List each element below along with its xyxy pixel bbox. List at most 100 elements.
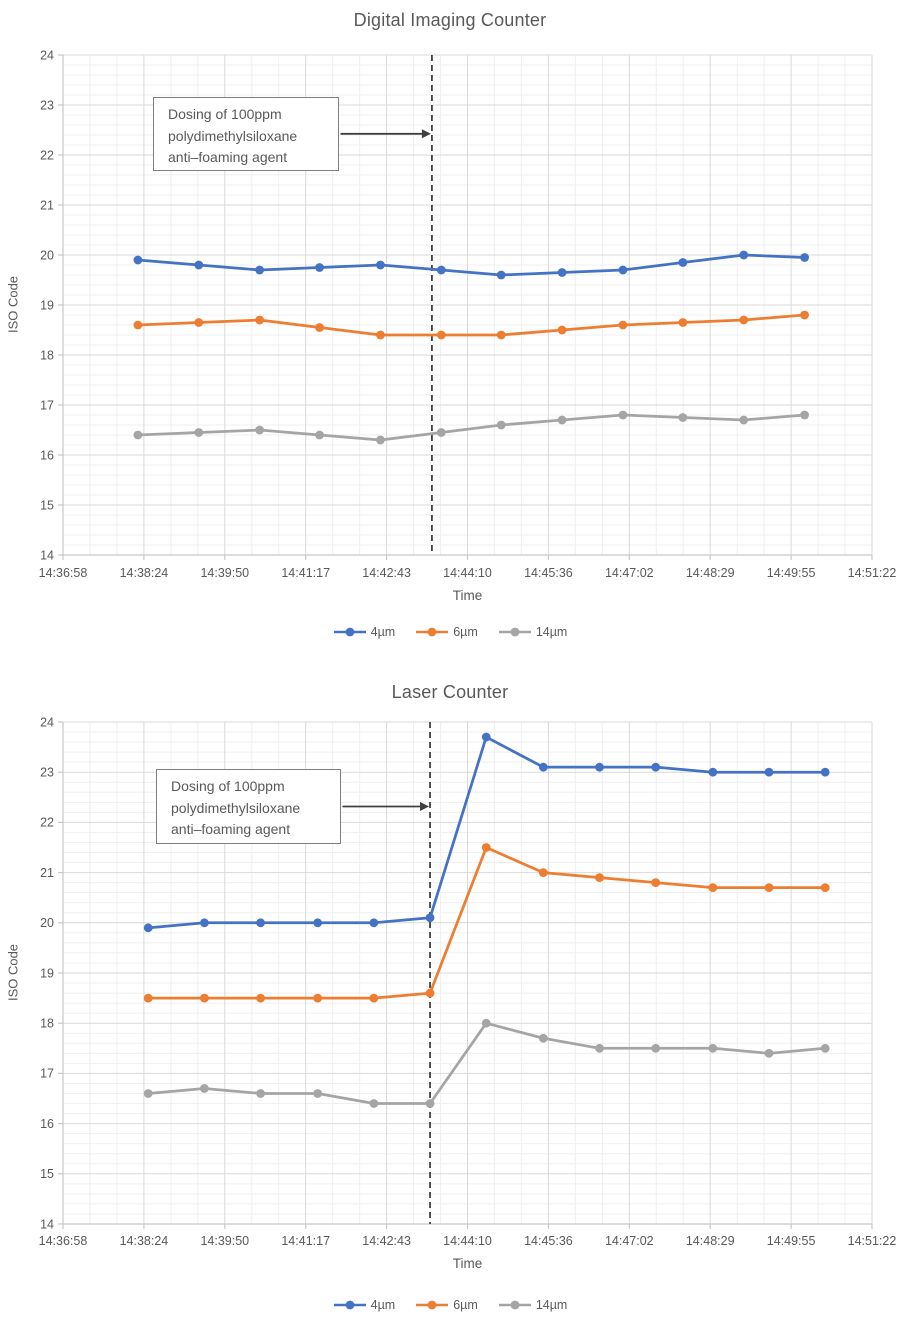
series-6um-marker [315, 323, 324, 332]
legend-item-6um: 6µm [415, 1298, 478, 1312]
series-6um-marker [800, 310, 809, 320]
legend-marker-6um-icon [416, 627, 449, 637]
series-14um [143, 1018, 830, 1108]
series-14um-marker [800, 410, 809, 420]
series-6um-marker [376, 330, 385, 340]
annotation-line: anti–foaming agent [171, 821, 291, 837]
series-14um-marker [820, 1043, 830, 1053]
legend-label: 6µm [453, 1298, 478, 1312]
legend-item-14um: 14µm [498, 1298, 568, 1312]
x-tick-label: 14:38:24 [120, 1234, 169, 1248]
y-tick-label: 17 [40, 398, 54, 412]
series-6um-marker [678, 318, 688, 327]
legend-label: 4µm [370, 1298, 396, 1312]
series-6um-marker [764, 883, 774, 893]
series-14um-marker [255, 425, 265, 435]
annotation-arrow [342, 802, 430, 811]
series-14um-marker [557, 415, 567, 425]
series-6um-marker [496, 330, 506, 340]
series-6um-marker [595, 873, 604, 883]
series-14um-marker [369, 1099, 379, 1108]
series-4um-marker [820, 767, 830, 777]
y-tick-label: 24 [40, 48, 54, 62]
x-tick-label: 14:41:17 [281, 1234, 330, 1248]
annotation-line: Dosing of 100ppm [171, 778, 285, 794]
series-14um-marker [133, 430, 143, 440]
x-tick-label: 14:47:02 [605, 566, 654, 580]
y-tick-label: 19 [40, 966, 54, 980]
y-tick-label: 20 [40, 916, 54, 930]
y-tick-label: 16 [40, 448, 54, 462]
x-tick-label: 14:42:43 [362, 1234, 411, 1248]
series-14um-marker [764, 1048, 774, 1058]
y-tick-label: 23 [40, 766, 54, 780]
series-6um-marker [618, 320, 628, 330]
series-4um-marker [678, 258, 688, 267]
x-tick-label: 14:36:58 [39, 566, 88, 580]
series-4um-marker [557, 268, 567, 277]
series-4um-marker [618, 265, 628, 275]
series-6um-marker [425, 988, 435, 998]
series-14um-marker [199, 1084, 209, 1093]
series-4um [143, 732, 830, 933]
series-14um-marker [618, 410, 628, 420]
series-14um-marker [708, 1043, 718, 1053]
series-14um-marker [651, 1043, 661, 1053]
series-4um-marker [133, 255, 143, 265]
x-tick-label: 14:39:50 [200, 1234, 249, 1248]
x-tick-label: 14:38:24 [120, 566, 169, 580]
series-4um-marker [256, 918, 265, 928]
series-6um-marker [557, 325, 567, 335]
series-4um-marker [313, 918, 323, 928]
x-tick-label: 14:44:10 [443, 566, 492, 580]
series-4um-marker [255, 265, 265, 275]
tick-labels: 14 15 16 17 18 19 20 21 22 23 24 14:36:58 14:38:24 14… [39, 48, 897, 580]
legend-item-4um: 4µm [333, 625, 395, 639]
x-tick-label: 14:51:22 [848, 1234, 897, 1248]
legend: 4µm 6µm 14µm [0, 1298, 900, 1312]
x-tick-label: 14:41:17 [281, 566, 330, 580]
x-tick-label: 14:48:29 [686, 1234, 735, 1248]
x-axis-title: Time [452, 1256, 483, 1271]
y-tick-label: 21 [40, 866, 54, 880]
y-tick-label: 16 [40, 1117, 54, 1131]
series-14um-marker [496, 420, 506, 430]
series-4um-line [136, 253, 806, 277]
series-14um-marker [376, 435, 385, 445]
series-14um-marker [481, 1018, 491, 1028]
series-14um-marker [425, 1099, 435, 1108]
series-14um-marker [194, 428, 204, 437]
series-4um-marker [595, 762, 604, 772]
series-4um-marker [194, 260, 204, 270]
legend-marker-4um-icon [333, 1300, 366, 1310]
dosing-annotation-box: Dosing of 100ppm polydimethylsiloxane an… [153, 97, 339, 171]
series-6um-marker [255, 315, 265, 325]
y-tick-label: 14 [40, 548, 54, 562]
legend-marker-4um-icon [333, 627, 366, 637]
series-4um-marker [481, 732, 491, 742]
legend-label: 14µm [535, 1298, 568, 1312]
series-4um-marker [143, 923, 153, 933]
dosing-annotation-box: Dosing of 100ppm polydimethylsiloxane an… [156, 769, 341, 844]
x-tick-label: 14:42:43 [362, 566, 411, 580]
series-14um-marker [143, 1089, 153, 1098]
series-6um-marker [194, 318, 204, 327]
legend-marker-14um-icon [498, 1300, 531, 1310]
series-6um-marker [133, 320, 143, 330]
tick-labels: 14 15 16 17 18 19 20 21 22 23 24 14:36:58 14:38:24 14… [39, 715, 897, 1248]
axes [58, 721, 873, 1229]
series-6um-marker [436, 330, 446, 340]
series-6um-marker [651, 878, 661, 888]
series-6um-marker [481, 843, 491, 852]
y-tick-label: 24 [40, 715, 54, 729]
laser-plot-area: 14 15 16 17 18 19 20 21 22 23 24 14:36:58 14:38:24 14… [39, 715, 897, 1248]
chart-title: Laser Counter [391, 682, 509, 702]
annotation-arrow [340, 129, 431, 139]
series-6um-marker [199, 993, 209, 1003]
annotation-line: Dosing of 100ppm [168, 106, 282, 122]
series-14um-marker [595, 1043, 604, 1053]
y-tick-label: 15 [40, 498, 54, 512]
legend-marker-6um-icon [416, 1300, 449, 1310]
x-tick-label: 14:49:55 [767, 566, 816, 580]
